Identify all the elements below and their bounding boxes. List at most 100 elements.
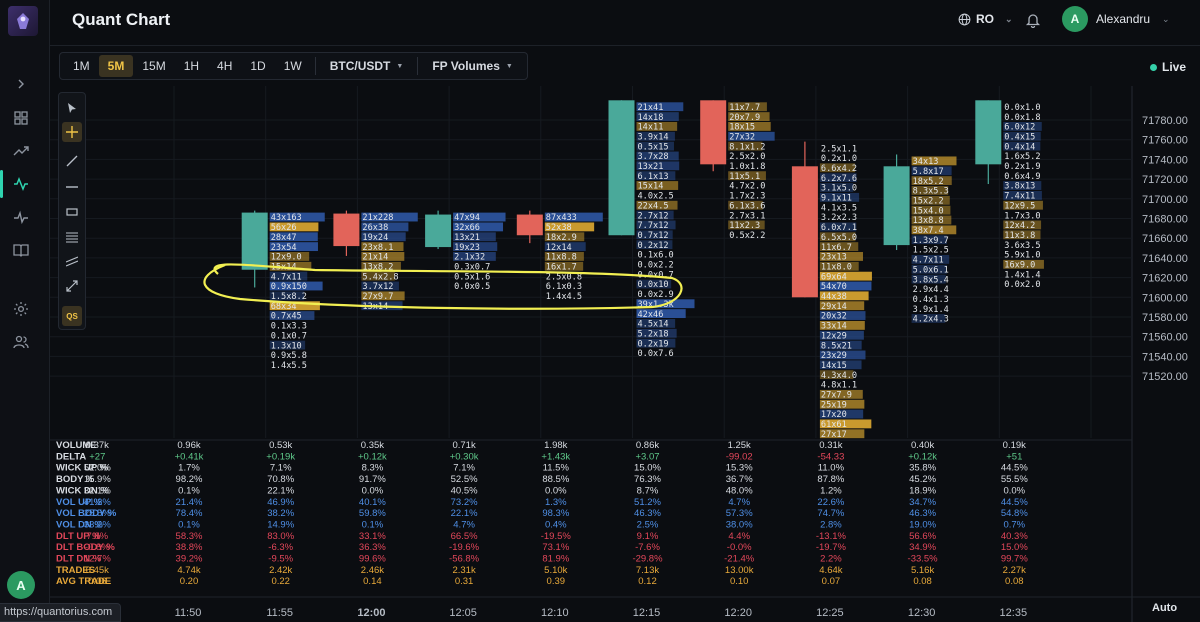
grid-icon[interactable] (11, 108, 31, 128)
footprint-chart[interactable]: 71780.00 71760.00 71740.00 71720.00 71700.00… (50, 86, 1200, 622)
sidebar-user-avatar[interactable]: A (7, 571, 35, 599)
footprint-cell-bar (636, 181, 679, 190)
chevron-right-icon[interactable] (11, 74, 31, 94)
symbol-selector[interactable]: BTC/USDT ▼ (320, 55, 414, 77)
footprint-cell-label: 1.4x5.5 (271, 361, 307, 371)
stat-value: 22.1% (267, 485, 294, 496)
price-tick-label: 71620.00 (1142, 273, 1188, 285)
footprint-cell-label: 0.6x4.9 (1004, 172, 1040, 182)
footprint-cell-label: 6.6x4.2 (821, 164, 857, 174)
footprint-cell-label: 5.0x6.1 (913, 265, 949, 275)
price-tick-label: 71760.00 (1142, 135, 1188, 147)
footprint-cell-bar (819, 271, 872, 281)
footprint-cell-bar (269, 301, 320, 311)
trend-line-icon[interactable] (62, 151, 82, 171)
auto-scale-button[interactable]: Auto (1152, 602, 1178, 614)
stat-value: 36.7% (726, 474, 753, 485)
activity-icon[interactable] (0, 170, 31, 198)
stat-value: 33.1% (359, 531, 386, 542)
footprint-cell-label: 4.8x1.1 (821, 381, 857, 391)
measure-icon[interactable] (62, 276, 82, 296)
footprint-cell-label: 52x38 (546, 223, 572, 233)
footprint-cell-label: 8.5x21 (821, 341, 852, 351)
stat-value: 46.3% (909, 508, 936, 519)
channel-icon[interactable] (62, 251, 82, 271)
trending-up-icon[interactable] (11, 141, 31, 161)
stat-value: 73.1% (542, 542, 569, 553)
footprint-cell-label: 44x38 (821, 292, 847, 302)
footprint-cell-bar (269, 311, 315, 320)
timeframe-15m[interactable]: 15M (142, 59, 166, 73)
stat-value: 0.96k (177, 440, 200, 451)
stat-value: 9.1% (637, 531, 659, 542)
pulse-icon[interactable] (11, 207, 31, 227)
user-menu[interactable]: A Alexandru ⌄ (1062, 6, 1170, 32)
footprint-cell-bar (453, 212, 506, 222)
stat-value: 2.31k (452, 565, 475, 576)
settings-icon[interactable] (11, 299, 31, 319)
stat-value: 21.4% (176, 497, 203, 508)
price-tick-label: 71660.00 (1142, 233, 1188, 245)
stat-value: 1.2% (820, 485, 842, 496)
stat-value: -29.8% (632, 554, 663, 565)
indicator-selector[interactable]: FP Volumes ▼ (422, 55, 523, 77)
footprint-cell-label: 0.4x14 (1004, 142, 1035, 152)
live-label: Live (1162, 60, 1187, 74)
timeframe-1m[interactable]: 1M (73, 59, 90, 73)
language-selector[interactable]: RO ⌄ (958, 12, 1013, 26)
stat-value: 0.7% (1003, 519, 1025, 530)
footprint-cell-label: 28x47 (271, 233, 297, 243)
candle-body (975, 100, 1002, 165)
footprint-cell-label: 27x9.7 (362, 292, 393, 302)
stat-value: 58.3% (176, 531, 203, 542)
horizontal-line-icon[interactable] (62, 177, 82, 197)
candle-body (425, 214, 452, 248)
stat-value: +0.12k (908, 451, 937, 462)
timeframe-4h[interactable]: 4H (217, 59, 233, 73)
timeframe-1w[interactable]: 1W (283, 59, 302, 73)
live-status[interactable]: Live (1150, 60, 1186, 74)
users-icon[interactable] (11, 332, 31, 352)
footprint-cell-label: 32x66 (454, 223, 480, 233)
timeframe-1d[interactable]: 1D (250, 59, 266, 73)
stat-value: 40.5% (451, 485, 478, 496)
stat-value: 15.0% (634, 463, 661, 474)
bell-icon[interactable] (1025, 12, 1043, 30)
crosshair-icon[interactable] (62, 122, 82, 142)
footprint-cell-label: 47x94 (454, 213, 480, 223)
timeframe-1h[interactable]: 1H (183, 59, 200, 73)
footprint-cell-label: 7.7x12 (638, 221, 669, 231)
footprint-cell-bar (269, 232, 318, 242)
footprint-cell-label: 11x3.8 (1004, 231, 1035, 241)
footprint-cell-label: 17x20 (821, 410, 847, 420)
footprint-cell-label: 0.0x7.6 (638, 349, 674, 359)
caret-down-icon: ▼ (396, 62, 404, 70)
stat-row-label: DELTA (56, 451, 86, 462)
time-axis: 11:4511:5011:5512:0012:0512:1012:1512:20… (50, 596, 1200, 619)
candle-body (608, 100, 635, 236)
footprint-cell-label: 2.5x0.8 (546, 272, 582, 282)
candle-body (700, 100, 727, 165)
stat-row-label: BODY % (56, 474, 95, 485)
cursor-icon[interactable] (62, 98, 82, 118)
footprint-cell-bar (728, 112, 770, 121)
chart-canvas[interactable]: 71780.00 71760.00 71740.00 71720.00 71700.00… (50, 86, 1200, 622)
footprint-cell-label: 0.9x5.8 (271, 351, 307, 361)
qs-icon[interactable]: QS (62, 306, 82, 326)
footprint-cell-label: 2.5x2.0 (729, 152, 765, 162)
footprint-cell-label: 69x64 (821, 272, 847, 282)
footprint-cell-label: 23x54 (271, 243, 297, 253)
rectangle-icon[interactable] (62, 202, 82, 222)
footprint-cell-label: 0.5x1.6 (454, 272, 490, 282)
stat-value: 1.7% (178, 463, 200, 474)
footprint-cell-label: 2.7x3.1 (729, 211, 765, 221)
app-logo[interactable] (8, 6, 38, 36)
stat-value: -54.33 (817, 451, 844, 462)
book-icon[interactable] (11, 240, 31, 260)
fib-icon[interactable] (62, 227, 82, 247)
stat-value: +0.12k (358, 451, 387, 462)
timeframe-5m[interactable]: 5M (98, 55, 134, 77)
footprint-cell-bar (1003, 259, 1044, 269)
footprint-cell-label: 21x228 (362, 213, 393, 223)
stat-value: 8.3% (362, 463, 384, 474)
